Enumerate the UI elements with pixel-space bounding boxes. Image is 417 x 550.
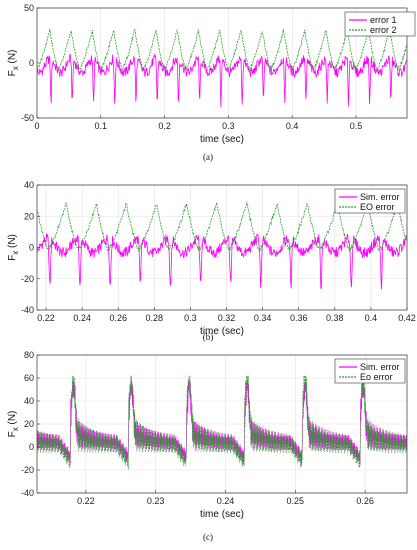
legend-box [334, 358, 406, 384]
x-tick-label: 0.1 [95, 121, 108, 131]
x-tick-label: 0 [34, 121, 39, 131]
series-line-2 [37, 201, 407, 252]
y-tick-label: 20 [24, 419, 34, 429]
legend-box [344, 11, 416, 37]
y-tick-label: 0 [29, 442, 34, 452]
x-tick-label: 0.36 [290, 313, 308, 323]
panel-caption: (a) [203, 152, 213, 162]
y-axis-label: Fx (N) [7, 50, 20, 77]
y-label-unit: (N) [7, 234, 18, 251]
x-tick-label: 0.34 [254, 313, 272, 323]
y-tick-label: 50 [24, 3, 34, 13]
x-axis-label: time (sec) [200, 509, 244, 520]
x-tick-label: 0.32 [218, 313, 236, 323]
y-tick-label: 0 [29, 243, 34, 253]
y-axis-label: Fx (N) [7, 234, 20, 261]
y-axis-label: Fx (N) [7, 411, 20, 438]
x-tick-label: 0.5 [350, 121, 363, 131]
x-axis-label: time (sec) [200, 134, 244, 145]
x-tick-label: 0.3 [184, 313, 197, 323]
legend-entry: Eo error [360, 372, 393, 382]
x-tick-label: 0.4 [365, 313, 378, 323]
y-label-unit: (N) [7, 50, 18, 67]
y-tick-label: -20 [21, 274, 34, 284]
y-label-main: F [7, 431, 18, 437]
x-tick-label: 0.2 [158, 121, 171, 131]
chart-panel-b: 0.22 0.24 0.26 0.28 0.3 0.32 0.34 0.36 0.38 0.4 0.… [7, 180, 416, 342]
x-tick-label: 0.24 [217, 496, 235, 506]
chart-panel-c: 0.22 0.23 0.24 0.25 0.26 -40 -20 0 20 40 60 80 time … [7, 350, 408, 542]
y-tick-label: 20 [24, 211, 34, 221]
y-tick-label: 40 [24, 180, 34, 190]
legend-box [334, 188, 406, 214]
x-tick-label: 0.24 [73, 313, 91, 323]
x-tick-label: 0.38 [326, 313, 344, 323]
series-line-1 [37, 53, 407, 108]
y-label-sub: x [11, 427, 20, 431]
x-tick-label: 0.26 [356, 496, 374, 506]
x-tick-label: 0.4 [286, 121, 299, 131]
legend-entry: EO error [360, 202, 395, 212]
x-tick-label: 0.22 [37, 313, 55, 323]
y-tick-label: 40 [24, 396, 34, 406]
x-tick-label: 0.23 [147, 496, 165, 506]
y-tick-label: -40 [21, 305, 34, 315]
legend-entry: error 1 [370, 15, 397, 25]
legend-entry: error 2 [370, 25, 397, 35]
y-label-main: F [7, 255, 18, 261]
y-label-unit: (N) [7, 411, 18, 428]
y-tick-label: -40 [21, 488, 34, 498]
x-tick-label: 0.42 [398, 313, 416, 323]
x-tick-label: 0.3 [222, 121, 235, 131]
y-label-main: F [7, 70, 18, 76]
y-tick-label: 0 [29, 58, 34, 68]
x-tick-label: 0.25 [287, 496, 305, 506]
series-line-2 [37, 375, 407, 470]
panel-caption: (b) [203, 332, 214, 342]
series-line-2 [37, 28, 407, 72]
y-tick-label: -50 [21, 113, 34, 123]
legend-entry: Sim. error [360, 362, 400, 372]
y-label-sub: x [11, 251, 20, 255]
x-tick-label: 0.28 [146, 313, 164, 323]
panel-caption: (c) [203, 532, 213, 542]
y-label-sub: x [11, 66, 20, 70]
x-tick-label: 0.22 [77, 496, 95, 506]
y-tick-label: 60 [24, 373, 34, 383]
x-axis-label: time (sec) [200, 326, 244, 337]
legend-entry: Sim. error [360, 192, 400, 202]
x-tick-label: 0.26 [109, 313, 127, 323]
y-tick-label: -20 [21, 465, 34, 475]
y-tick-label: 80 [24, 350, 34, 360]
